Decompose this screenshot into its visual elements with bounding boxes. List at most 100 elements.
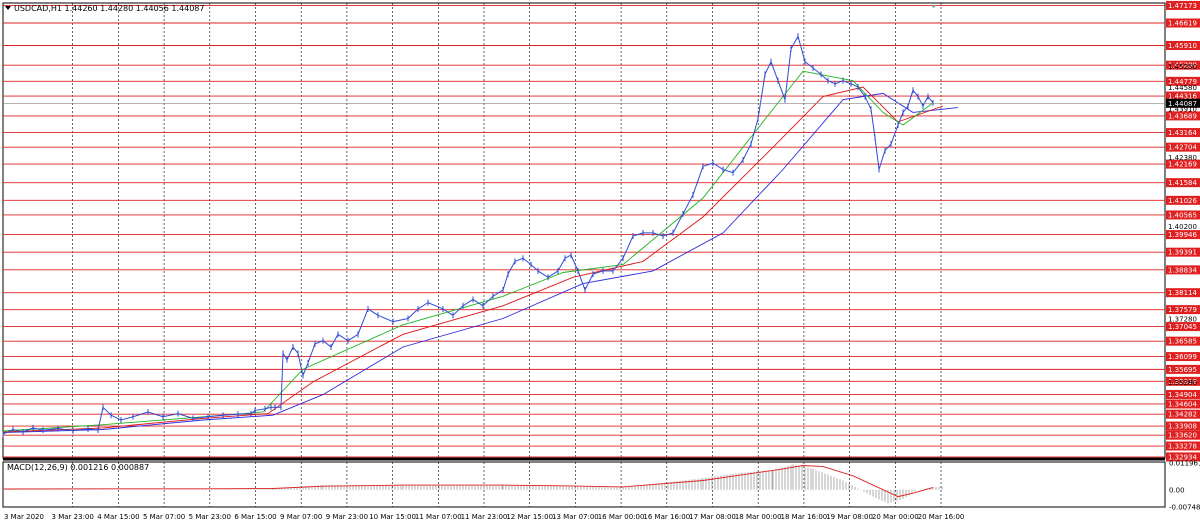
level-price-label: 1.33908 xyxy=(1168,423,1197,431)
price-segment xyxy=(442,308,454,316)
price-segment xyxy=(330,334,339,348)
price-segment xyxy=(102,406,112,416)
price-segment xyxy=(622,235,634,259)
x-tick-label: 16 Mar 16:00 xyxy=(643,513,690,521)
level-price-label: 1.42704 xyxy=(1168,144,1197,152)
level-price-label: 1.33278 xyxy=(1168,443,1197,451)
price-segment xyxy=(407,308,419,319)
price-segment xyxy=(927,96,934,104)
level-price-box xyxy=(1166,195,1200,205)
price-segment xyxy=(280,353,284,408)
level-price-box xyxy=(1166,409,1200,419)
price-segment xyxy=(702,162,714,167)
price-segment xyxy=(2,429,14,435)
price-segment xyxy=(790,36,799,50)
price-segment xyxy=(857,86,866,97)
level-price-box xyxy=(1166,0,1200,10)
price-segment xyxy=(286,346,294,360)
level-price-label: 1.42169 xyxy=(1168,161,1197,169)
price-segment xyxy=(22,427,34,433)
level-price-label: 1.39946 xyxy=(1168,231,1197,239)
price-segment xyxy=(57,428,74,432)
level-price-box xyxy=(1166,111,1200,121)
price-segment xyxy=(132,411,149,418)
price-segment xyxy=(522,257,532,265)
level-price-box xyxy=(1166,352,1200,362)
price-segment xyxy=(777,80,786,100)
price-axis-label: 1.35280 xyxy=(1168,379,1197,387)
price-segment xyxy=(177,413,194,419)
level-price-box xyxy=(1166,364,1200,374)
level-price-box xyxy=(1166,230,1200,240)
price-segment xyxy=(820,73,829,82)
price-segment xyxy=(237,413,252,415)
x-tick-label: 17 Mar 08:00 xyxy=(689,513,736,521)
chart-header-text: USDCAD,H1 1.44260 1.44280 1.44056 1.4408… xyxy=(14,4,204,13)
x-tick-label: 18 Mar 16:00 xyxy=(781,513,828,521)
price-segment xyxy=(314,340,324,345)
price-segment xyxy=(557,258,566,272)
x-tick-label: 11 Mar 23:00 xyxy=(461,513,508,521)
price-segment xyxy=(12,428,24,433)
price-segment xyxy=(87,428,99,431)
price-segment xyxy=(502,273,509,291)
price-segment xyxy=(834,80,844,85)
price-segment xyxy=(254,408,266,411)
level-price-label: 1.40565 xyxy=(1168,211,1197,219)
price-segment xyxy=(452,305,464,316)
level-price-label: 1.35318 xyxy=(1168,378,1197,386)
x-tick-label: 11 Mar 07:00 xyxy=(415,513,462,521)
x-tick-label: 16 Mar 00:00 xyxy=(598,513,645,521)
price-segment xyxy=(492,289,504,297)
level-price-label: 1.43689 xyxy=(1168,112,1197,120)
x-tick-label: 5 Mar 23:00 xyxy=(189,513,231,521)
level-price-label: 1.34282 xyxy=(1168,411,1197,419)
macd-scale-zero: 0.00 xyxy=(1169,487,1185,495)
price-segment xyxy=(482,295,494,307)
price-segment xyxy=(302,362,309,376)
level-price-label: 1.45289 xyxy=(1168,62,1197,70)
macd-plot-frame xyxy=(2,461,1166,508)
price-segment xyxy=(462,299,474,307)
price-segment xyxy=(392,317,409,323)
price-segment xyxy=(917,96,924,107)
level-price-box xyxy=(1166,60,1200,70)
price-segment xyxy=(897,112,904,126)
x-tick-label: 3 Mar 2020 xyxy=(4,513,44,521)
price-segment xyxy=(902,105,909,113)
price-segment xyxy=(652,232,664,237)
level-price-box xyxy=(1166,40,1200,50)
price-segment xyxy=(742,143,752,161)
price-segment xyxy=(812,67,822,75)
level-price-box xyxy=(1166,128,1200,138)
x-tick-label: 6 Mar 15:00 xyxy=(234,513,276,521)
x-tick-label: 20 Mar 00:00 xyxy=(872,513,919,521)
level-price-box xyxy=(1166,247,1200,257)
price-segment xyxy=(357,308,369,335)
x-tick-label: 18 Mar 00:00 xyxy=(735,513,782,521)
price-segment xyxy=(712,162,724,170)
level-price-box xyxy=(1166,288,1200,298)
price-axis-label: 1.40200 xyxy=(1168,223,1197,231)
price-segment xyxy=(250,410,256,415)
level-price-label: 1.38834 xyxy=(1168,266,1197,274)
price-segment xyxy=(162,413,179,418)
x-tick-label: 9 Mar 23:00 xyxy=(326,513,368,521)
price-segment xyxy=(322,340,332,348)
macd-scale-min: -0.00748 xyxy=(1169,503,1200,511)
level-price-box xyxy=(1166,178,1200,188)
price-segment xyxy=(850,83,859,88)
price-segment xyxy=(32,427,44,431)
level-price-label: 1.44779 xyxy=(1168,78,1197,86)
level-price-box xyxy=(1166,430,1200,440)
price-segment xyxy=(797,36,806,62)
triangle-down-icon[interactable] xyxy=(5,6,11,10)
level-price-box xyxy=(1166,421,1200,431)
price-segment xyxy=(192,416,209,419)
price-segment xyxy=(292,346,299,354)
level-price-label: 1.39391 xyxy=(1168,249,1197,257)
price-segment xyxy=(874,137,880,170)
level-price-box xyxy=(1166,159,1200,169)
